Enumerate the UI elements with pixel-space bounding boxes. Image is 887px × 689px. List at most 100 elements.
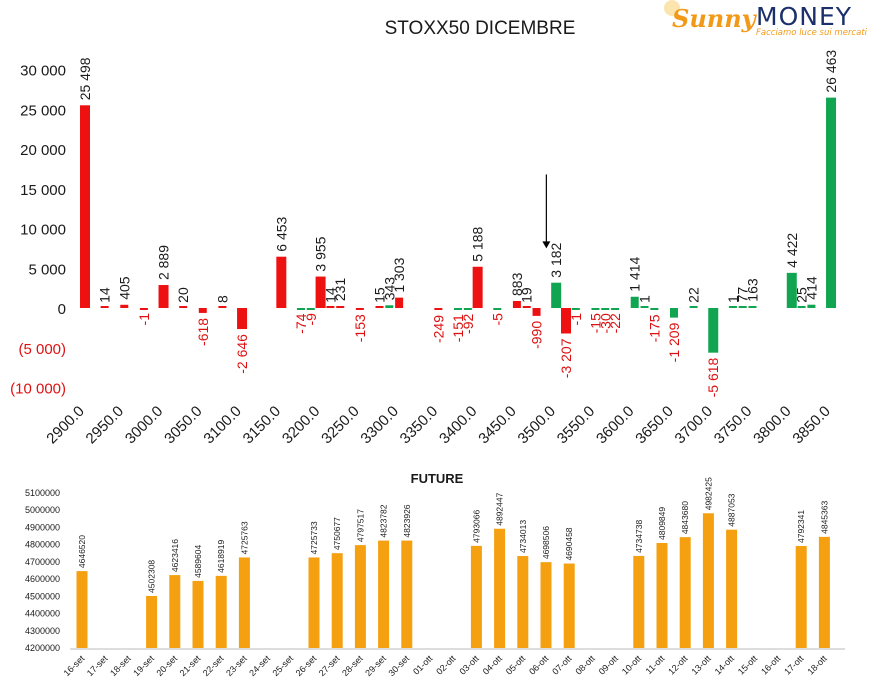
stoxx-bar xyxy=(571,308,580,310)
bar-value-label: -175 xyxy=(646,314,662,342)
future-bar-value-label: 4797517 xyxy=(355,509,365,542)
bar-value-label: -1 xyxy=(568,313,584,326)
future-x-tick-label: 09-ott xyxy=(597,653,621,677)
stoxx-bar xyxy=(355,308,364,310)
future-x-tick-label: 13-ott xyxy=(689,653,713,677)
future-x-tick-label: 28-set xyxy=(340,653,365,678)
future-x-tick-label: 26-set xyxy=(294,653,319,678)
stoxx-bar xyxy=(375,306,384,308)
future-x-tick-label: 17-ott xyxy=(782,653,806,677)
x-tick-label: 3200.0 xyxy=(279,403,323,447)
future-x-tick-label: 12-ott xyxy=(666,653,690,677)
x-tick-label: 3700.0 xyxy=(672,403,716,447)
stoxx-bar xyxy=(395,297,404,308)
x-tick-label: 2900.0 xyxy=(43,403,87,447)
stoxx-bar xyxy=(218,306,227,308)
future-bar-value-label: 4646520 xyxy=(77,535,87,568)
x-tick-label: 3400.0 xyxy=(436,403,480,447)
x-tick-label: 3050.0 xyxy=(161,403,205,447)
bar-value-label: 1 303 xyxy=(391,257,407,292)
bar-value-label: 77 xyxy=(735,287,751,303)
logo-brand-sunny: Sunny xyxy=(672,4,756,33)
stoxx-bar xyxy=(708,308,719,353)
stoxx-bar xyxy=(591,308,600,310)
bar-value-label: 1 xyxy=(725,295,741,303)
x-tick-label: 3500.0 xyxy=(515,403,559,447)
future-bar xyxy=(563,563,575,648)
future-bar xyxy=(540,562,552,648)
bar-value-label: 14 xyxy=(322,287,338,303)
x-tick-label: 3600.0 xyxy=(593,403,637,447)
bar-value-label: -990 xyxy=(529,321,545,349)
future-bar xyxy=(656,542,668,648)
future-bar xyxy=(726,529,738,648)
y-tick-label: 30 000 xyxy=(20,63,66,80)
future-y-tick-label: 4600000 xyxy=(25,574,60,584)
future-x-tick-label: 19-set xyxy=(131,653,156,678)
future-y-tick-label: 4500000 xyxy=(25,591,60,601)
future-bar xyxy=(146,595,158,648)
bar-value-label: 5 188 xyxy=(470,227,486,262)
future-y-tick-label: 4400000 xyxy=(25,609,60,619)
future-x-tick-label: 03-ott xyxy=(457,653,481,677)
stoxx-bar xyxy=(512,300,521,308)
future-bar xyxy=(192,580,204,648)
bar-value-label: 343 xyxy=(381,277,397,301)
stoxx-bar xyxy=(532,308,541,316)
future-bar-value-label: 4823926 xyxy=(402,504,412,537)
future-x-tick-label: 02-ott xyxy=(434,653,458,677)
bar-value-label: 19 xyxy=(519,287,535,303)
bar-value-label: 3 182 xyxy=(548,242,564,277)
y-tick-label: 25 000 xyxy=(20,102,66,119)
future-x-tick-label: 04-ott xyxy=(481,653,505,677)
bar-value-label: -2 646 xyxy=(234,334,250,374)
future-x-tick-label: 17-set xyxy=(85,653,110,678)
future-bar-value-label: 4843680 xyxy=(680,501,690,534)
stoxx-bar xyxy=(326,306,335,308)
sun-icon xyxy=(664,0,680,16)
bar-value-label: -249 xyxy=(430,315,446,343)
stoxx-bar xyxy=(237,308,248,330)
future-x-tick-label: 14-ott xyxy=(713,653,737,677)
future-x-tick-label: 29-set xyxy=(363,653,388,678)
stoxx-bar xyxy=(630,296,639,308)
stoxx-bar xyxy=(472,266,483,308)
future-bar-value-label: 4750677 xyxy=(332,517,342,550)
future-bar-value-label: 4793066 xyxy=(471,510,481,543)
future-bar-value-label: 4892447 xyxy=(495,492,505,525)
stoxx-bar xyxy=(601,308,610,310)
future-bar-value-label: 4809849 xyxy=(657,507,667,540)
bar-value-label: -9 xyxy=(303,313,319,326)
bar-value-label: 1 xyxy=(637,295,653,303)
bar-value-label: 1 414 xyxy=(627,257,643,292)
bar-value-label: 22 xyxy=(686,287,702,303)
future-bar xyxy=(308,557,320,648)
y-tick-label: (10 000) xyxy=(10,381,66,398)
future-bar xyxy=(818,536,830,648)
future-x-tick-label: 18-set xyxy=(108,653,133,678)
future-x-tick-label: 16-set xyxy=(62,653,87,678)
y-tick-label: 5 000 xyxy=(28,261,66,278)
x-tick-label: 3300.0 xyxy=(357,403,401,447)
future-bar xyxy=(169,575,181,648)
bar-value-label: 25 xyxy=(794,287,810,303)
x-tick-label: 3150.0 xyxy=(240,403,284,447)
x-tick-label: 3750.0 xyxy=(711,403,755,447)
stoxx-bar xyxy=(463,308,472,310)
stoxx-bar xyxy=(80,105,90,309)
bar-value-label: 6 453 xyxy=(273,216,289,251)
future-y-tick-label: 4700000 xyxy=(25,557,60,567)
x-tick-label: 3800.0 xyxy=(750,403,794,447)
stoxx-bar xyxy=(385,305,394,308)
future-bar xyxy=(76,571,88,648)
future-x-tick-label: 15-ott xyxy=(736,653,760,677)
future-x-tick-label: 05-ott xyxy=(504,653,528,677)
bar-value-label: 25 498 xyxy=(77,57,93,100)
top-chart-title: STOXX50 DICEMBRE xyxy=(385,18,576,39)
stoxx-bar xyxy=(158,285,169,308)
y-tick-label: 15 000 xyxy=(20,182,66,199)
stoxx-bar xyxy=(560,308,571,334)
logo-brand-money: MONEY xyxy=(756,2,853,31)
bottom-chart-title: FUTURE xyxy=(411,471,464,486)
future-bar xyxy=(633,555,645,648)
